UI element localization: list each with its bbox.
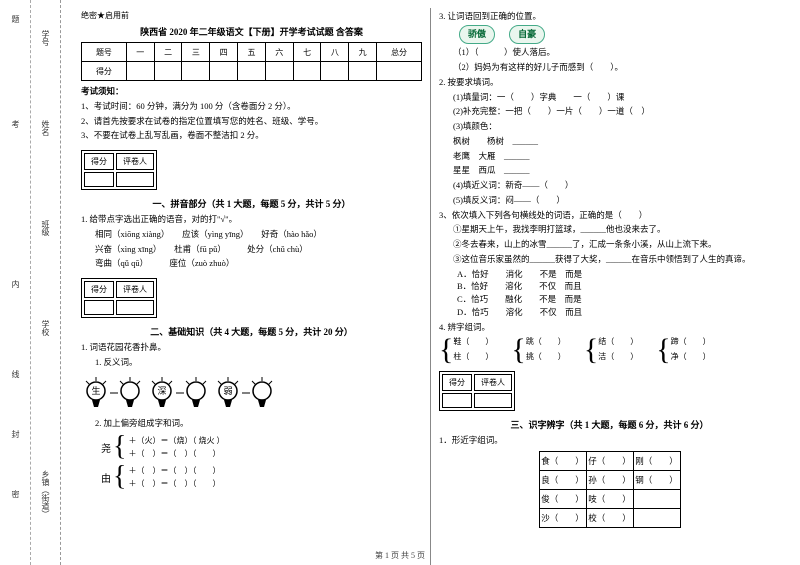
gutter-label: 姓名 <box>40 120 51 136</box>
option: A．恰好 消化 不是 而是 <box>457 268 780 281</box>
question: 3、依次填入下列各句横线处的词语，正确的是（ ） <box>439 209 780 222</box>
notice-item: 1、考试时间：60 分钟，满分为 100 分（含卷面分 2 分）。 <box>81 100 422 113</box>
sub-question: 1. 反义词。 <box>81 356 422 369</box>
binding-gutter: 学号 姓名 班级 学校 乡镇（街道） 题 考 内 线 封 密 <box>0 0 61 565</box>
score-mini: 得分评卷人 <box>81 278 157 318</box>
notice-item: 2、请首先按要求在试卷的指定位置填写您的姓名、班级、学号。 <box>81 115 422 128</box>
section-title: 二、基础知识（共 4 大题，每题 5 分，共计 20 分） <box>81 325 422 338</box>
notice-head: 考试须知： <box>81 85 422 98</box>
score-table: 题号一二三四五六七八九总分 得分 <box>81 42 422 81</box>
question: 3. 让词语回到正确的位置。 <box>439 10 780 23</box>
gutter-label: 班级 <box>40 220 51 236</box>
gutter-mark: 线 <box>10 370 21 378</box>
page-footer: 第 1 页 共 5 页 <box>0 550 800 561</box>
gutter-mark: 内 <box>10 280 21 288</box>
option: D．恰巧 溶化 不仅 而且 <box>457 306 780 319</box>
gutter-mark: 考 <box>10 120 21 128</box>
option: C．恰巧 融化 不是 而是 <box>457 293 780 306</box>
question: 4. 辨字组词。 <box>439 321 780 334</box>
score-mini: 得分评卷人 <box>439 371 515 411</box>
section-title: 一、拼音部分（共 1 大题，每题 5 分，共计 5 分） <box>81 197 422 210</box>
brace-group: 尧{ ＋（火）＝（烧）（ 烧火 ）＋（ ）＝（ ）（ ） <box>81 435 422 459</box>
exam-title: 陕西省 2020 年二年级语文【下册】开学考试试题 含答案 <box>81 25 422 38</box>
gutter-label: 学校 <box>40 320 51 336</box>
score-mini: 得分评卷人 <box>81 150 157 190</box>
right-column: 3. 让词语回到正确的位置。 骄傲 自豪 （1）（ ）使人落后。 （2）妈妈为有… <box>431 8 788 565</box>
gutter-label: 学号 <box>40 30 51 46</box>
gutter-mark: 题 <box>10 15 21 23</box>
secret-mark: 绝密★启用前 <box>81 10 422 21</box>
option: B．恰好 溶化 不仅 而且 <box>457 280 780 293</box>
gutter-mark: 封 <box>10 430 21 438</box>
section-title: 三、识字辨字（共 1 大题，每题 6 分，共计 6 分） <box>439 418 780 431</box>
char-pairs: {鞋（ ）柱（ ） {跳（ ）挑（ ） {结（ ）洁（ ） {蹄（ ）净（ ） <box>439 336 780 362</box>
question: 1. 词语花园花香扑鼻。 <box>81 341 422 354</box>
brace-group: 由{ ＋（ ）＝（ ）（ ）＋（ ）＝（ ）（ ） <box>81 465 422 489</box>
sub-question: 2. 加上偏旁组成字和词。 <box>81 417 422 430</box>
svg-text:弱: 弱 <box>223 386 232 396</box>
svg-text:深: 深 <box>157 386 166 396</box>
bulb-diagram: 生 深 弱 <box>81 373 422 413</box>
left-column: 绝密★启用前 陕西省 2020 年二年级语文【下册】开学考试试题 含答案 题号一… <box>73 8 431 565</box>
gutter-mark: 密 <box>10 490 21 498</box>
word-badges: 骄傲 自豪 <box>439 25 780 45</box>
question: 2. 按要求填词。 <box>439 76 780 89</box>
question: 1．形近字组词。 <box>439 434 780 447</box>
svg-text:生: 生 <box>91 385 100 396</box>
char-table: 食（ ）仔（ ）刚（ ） 良（ ）孙（ ）钢（ ） 俊（ ）吱（ ） 沙（ ）校… <box>539 451 681 528</box>
gutter-label: 乡镇（街道） <box>40 470 51 518</box>
question: 1. 给带点字选出正确的语音，对的打"√"。 <box>81 213 422 226</box>
notice-item: 3、不要在试卷上乱写乱画，卷面不整洁扣 2 分。 <box>81 129 422 142</box>
